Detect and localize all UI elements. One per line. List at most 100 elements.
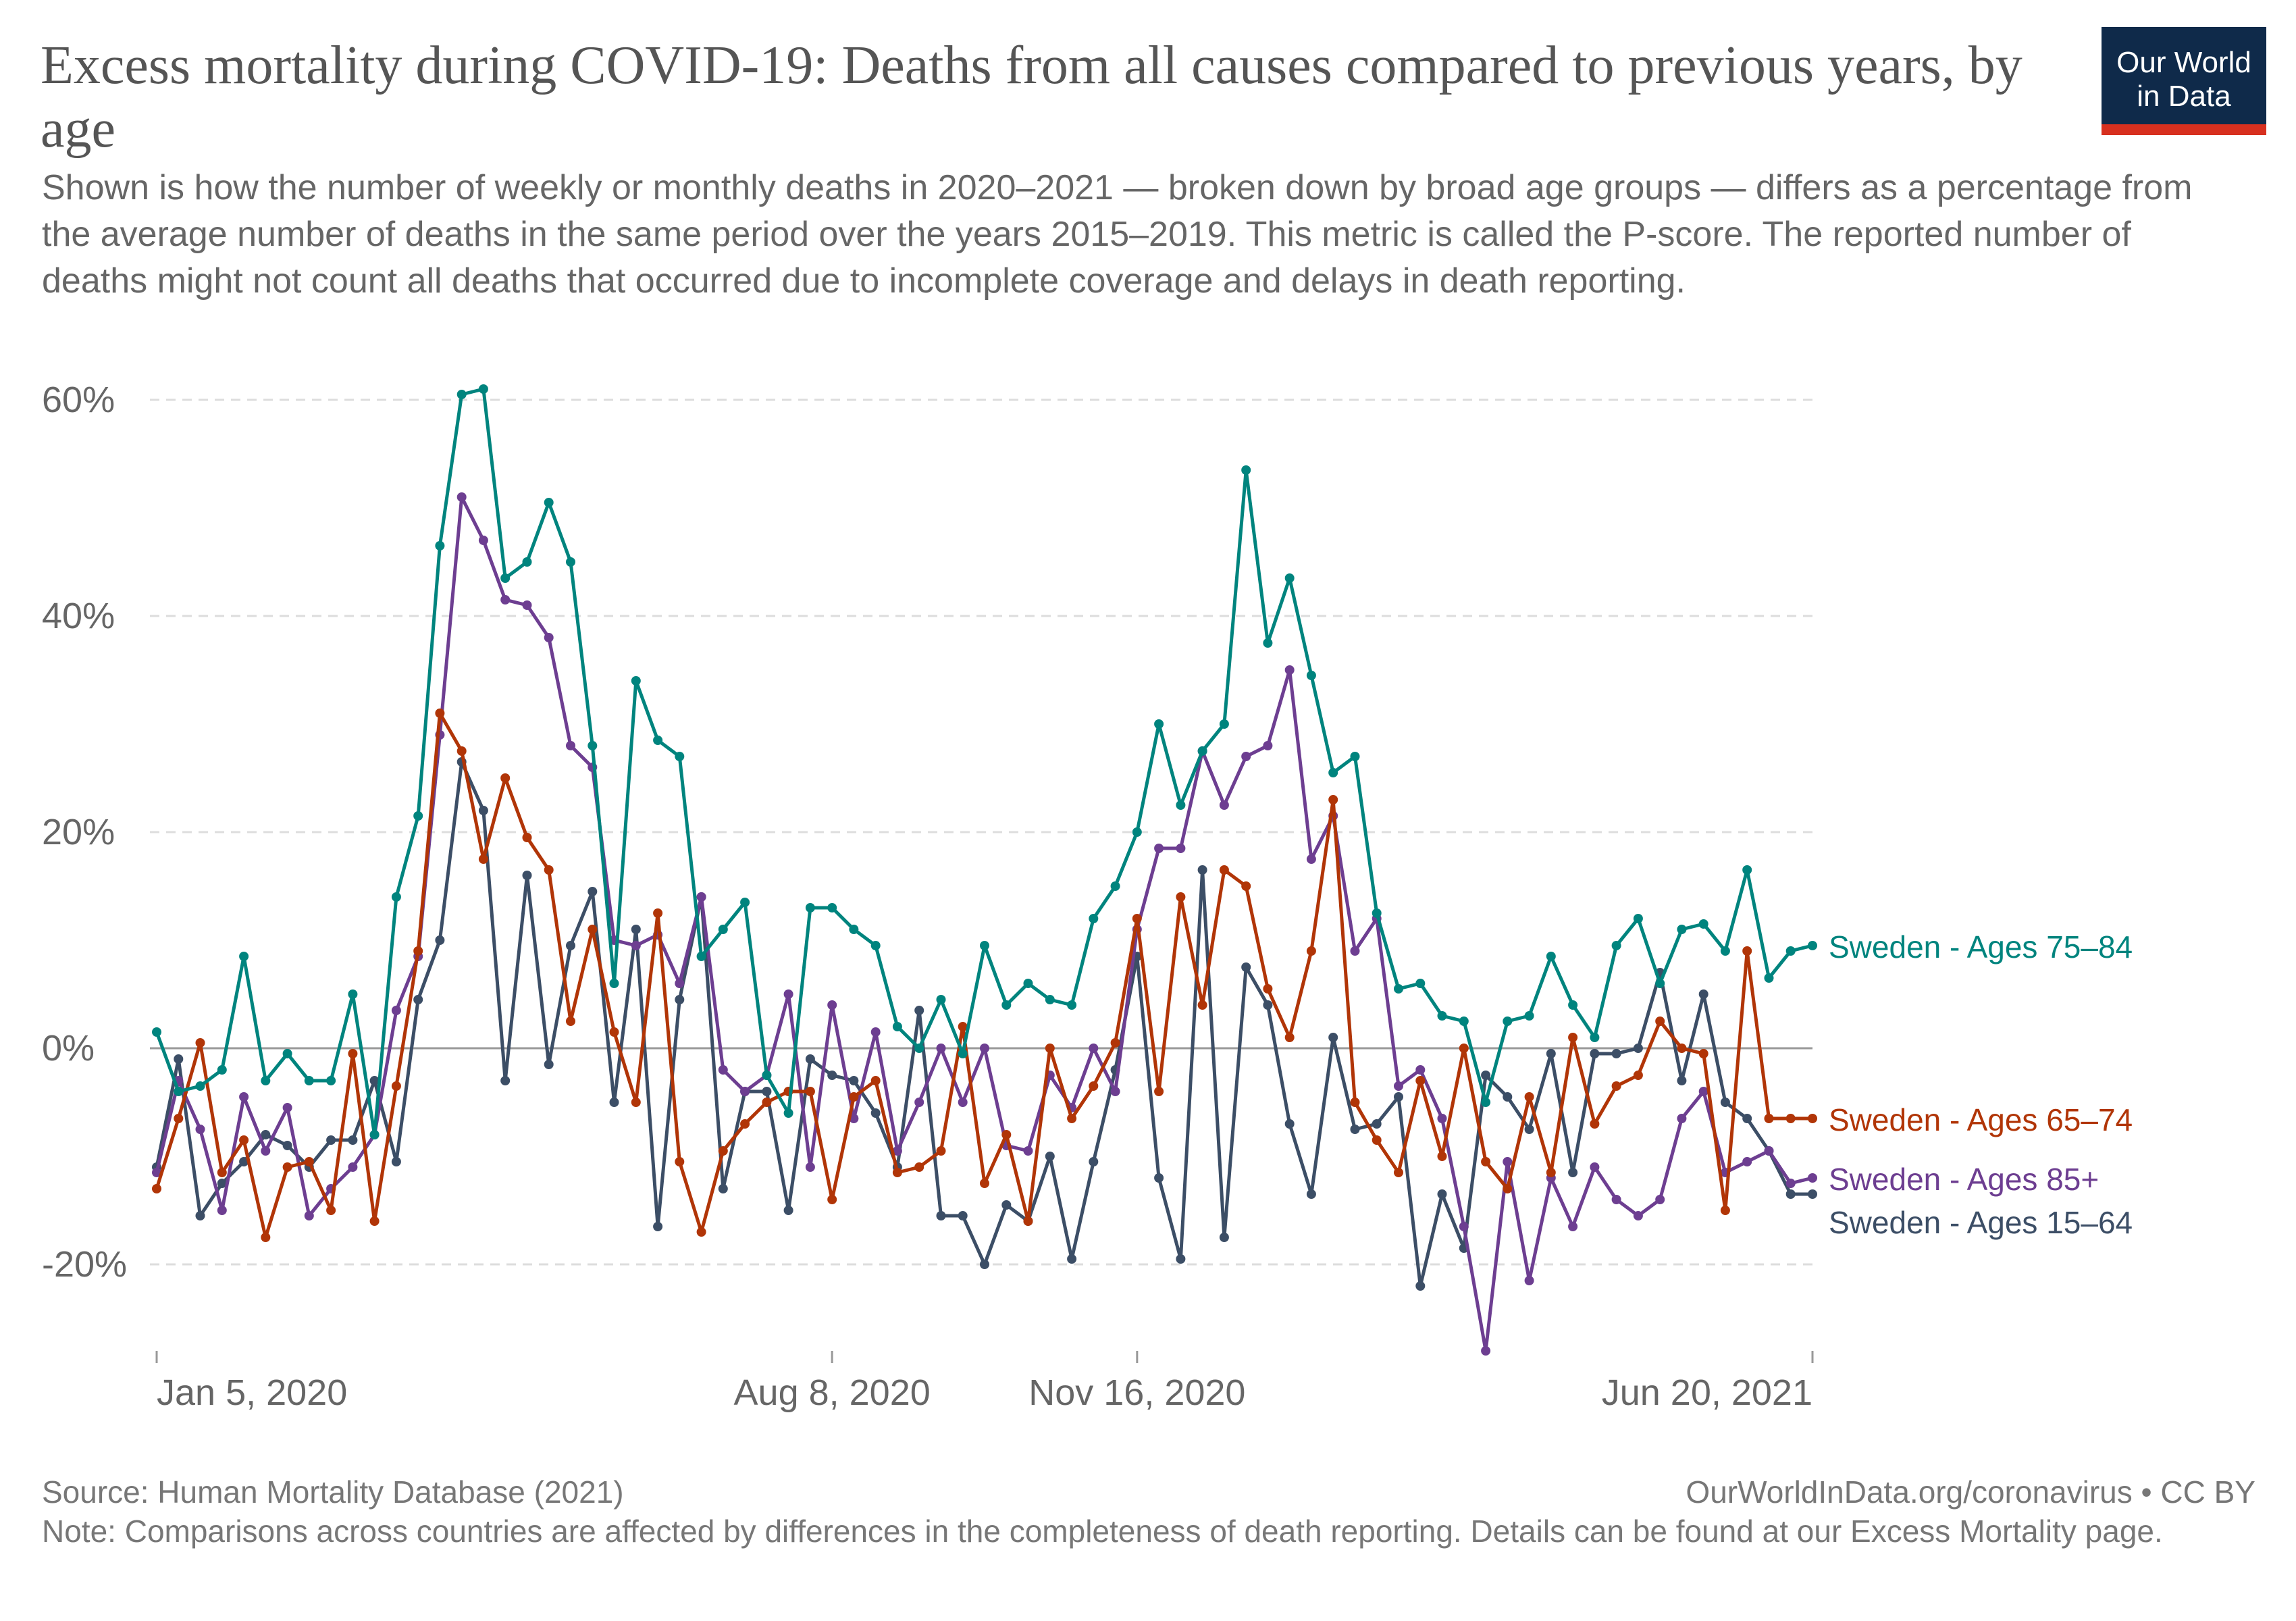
data-point[interactable] <box>718 1184 728 1193</box>
data-point[interactable] <box>282 1162 292 1172</box>
data-point[interactable] <box>566 557 575 567</box>
data-point[interactable] <box>326 1076 336 1085</box>
data-point[interactable] <box>740 1087 750 1096</box>
data-point[interactable] <box>1197 746 1207 756</box>
data-point[interactable] <box>849 1076 859 1085</box>
data-point[interactable] <box>1176 1254 1186 1264</box>
data-point[interactable] <box>304 1157 314 1166</box>
data-point[interactable] <box>783 989 793 999</box>
data-point[interactable] <box>1394 1168 1403 1177</box>
data-point[interactable] <box>1677 1044 1687 1053</box>
data-point[interactable] <box>522 600 532 610</box>
data-point[interactable] <box>1437 1011 1447 1021</box>
data-point[interactable] <box>870 1076 881 1085</box>
data-point[interactable] <box>1785 946 1796 956</box>
data-point[interactable] <box>914 1162 924 1172</box>
data-point[interactable] <box>261 1076 271 1085</box>
data-point[interactable] <box>1110 1038 1120 1048</box>
data-point[interactable] <box>892 1022 902 1031</box>
data-point[interactable] <box>217 1179 227 1188</box>
data-point[interactable] <box>1219 865 1229 875</box>
data-point[interactable] <box>522 833 532 842</box>
data-point[interactable] <box>369 1076 380 1085</box>
data-point[interactable] <box>1808 1189 1817 1199</box>
data-point[interactable] <box>631 941 641 950</box>
data-point[interactable] <box>566 1017 575 1026</box>
data-point[interactable] <box>1067 1254 1077 1264</box>
data-point[interactable] <box>456 492 467 502</box>
data-point[interactable] <box>500 573 511 583</box>
data-point[interactable] <box>1110 1087 1120 1096</box>
data-point[interactable] <box>653 1222 663 1231</box>
data-point[interactable] <box>1067 1114 1077 1123</box>
data-point[interactable] <box>413 811 423 821</box>
data-point[interactable] <box>456 390 467 399</box>
data-point[interactable] <box>544 498 554 507</box>
data-point[interactable] <box>1742 1114 1752 1123</box>
data-point[interactable] <box>1590 1119 1600 1129</box>
data-point[interactable] <box>239 1092 249 1102</box>
data-point[interactable] <box>1459 1044 1469 1053</box>
data-point[interactable] <box>1524 1276 1534 1285</box>
legend-label[interactable]: Sweden - Ages 15–64 <box>1829 1205 2133 1240</box>
data-point[interactable] <box>1001 1130 1012 1139</box>
data-point[interactable] <box>1306 671 1316 680</box>
data-point[interactable] <box>195 1038 205 1048</box>
data-point[interactable] <box>1633 1211 1643 1220</box>
data-point[interactable] <box>1415 1281 1426 1291</box>
data-point[interactable] <box>152 1184 161 1193</box>
data-point[interactable] <box>827 1071 837 1080</box>
data-point[interactable] <box>1176 892 1186 902</box>
data-point[interactable] <box>1808 1114 1817 1123</box>
data-point[interactable] <box>1415 979 1426 988</box>
data-point[interactable] <box>544 633 554 642</box>
owid-logo[interactable]: Our World in Data <box>2102 27 2266 135</box>
data-point[interactable] <box>1611 1081 1621 1091</box>
data-point[interactable] <box>1611 1049 1621 1058</box>
data-point[interactable] <box>1720 1206 1730 1215</box>
data-point[interactable] <box>1089 1044 1099 1053</box>
data-point[interactable] <box>1742 946 1752 956</box>
data-point[interactable] <box>1350 1098 1360 1107</box>
data-point[interactable] <box>783 1206 793 1215</box>
data-point[interactable] <box>762 1071 772 1080</box>
data-point[interactable] <box>1045 995 1055 1004</box>
data-point[interactable] <box>827 1195 837 1204</box>
data-point[interactable] <box>1372 1135 1382 1145</box>
data-point[interactable] <box>1415 1065 1426 1075</box>
data-point[interactable] <box>1655 1017 1665 1026</box>
data-point[interactable] <box>239 1157 249 1166</box>
data-point[interactable] <box>1698 989 1708 999</box>
data-point[interactable] <box>1568 1000 1578 1010</box>
data-point[interactable] <box>1350 752 1360 761</box>
data-point[interactable] <box>696 1227 706 1237</box>
data-point[interactable] <box>1481 1157 1491 1166</box>
data-point[interactable] <box>326 1206 336 1215</box>
data-point[interactable] <box>1067 1000 1077 1010</box>
data-point[interactable] <box>936 1146 946 1156</box>
data-point[interactable] <box>1808 1173 1817 1183</box>
data-point[interactable] <box>1001 1200 1012 1210</box>
data-point[interactable] <box>1219 800 1229 810</box>
data-point[interactable] <box>958 1098 968 1107</box>
data-point[interactable] <box>1372 908 1382 918</box>
data-point[interactable] <box>1633 914 1643 923</box>
data-point[interactable] <box>958 1049 968 1058</box>
data-point[interactable] <box>500 773 511 783</box>
data-point[interactable] <box>500 595 511 604</box>
data-point[interactable] <box>805 1054 815 1064</box>
data-point[interactable] <box>1023 979 1033 988</box>
data-point[interactable] <box>1633 1044 1643 1053</box>
data-point[interactable] <box>762 1098 772 1107</box>
data-point[interactable] <box>631 676 641 686</box>
data-point[interactable] <box>1219 719 1229 729</box>
data-point[interactable] <box>805 1162 815 1172</box>
data-point[interactable] <box>348 1135 358 1145</box>
data-point[interactable] <box>958 1022 968 1031</box>
data-point[interactable] <box>566 741 575 750</box>
data-point[interactable] <box>1655 1195 1665 1204</box>
data-point[interactable] <box>1590 1033 1600 1042</box>
data-point[interactable] <box>152 1027 161 1037</box>
data-point[interactable] <box>522 557 532 567</box>
license-link[interactable]: OurWorldInData.org/coronavirus • CC BY <box>1686 1474 2255 1510</box>
